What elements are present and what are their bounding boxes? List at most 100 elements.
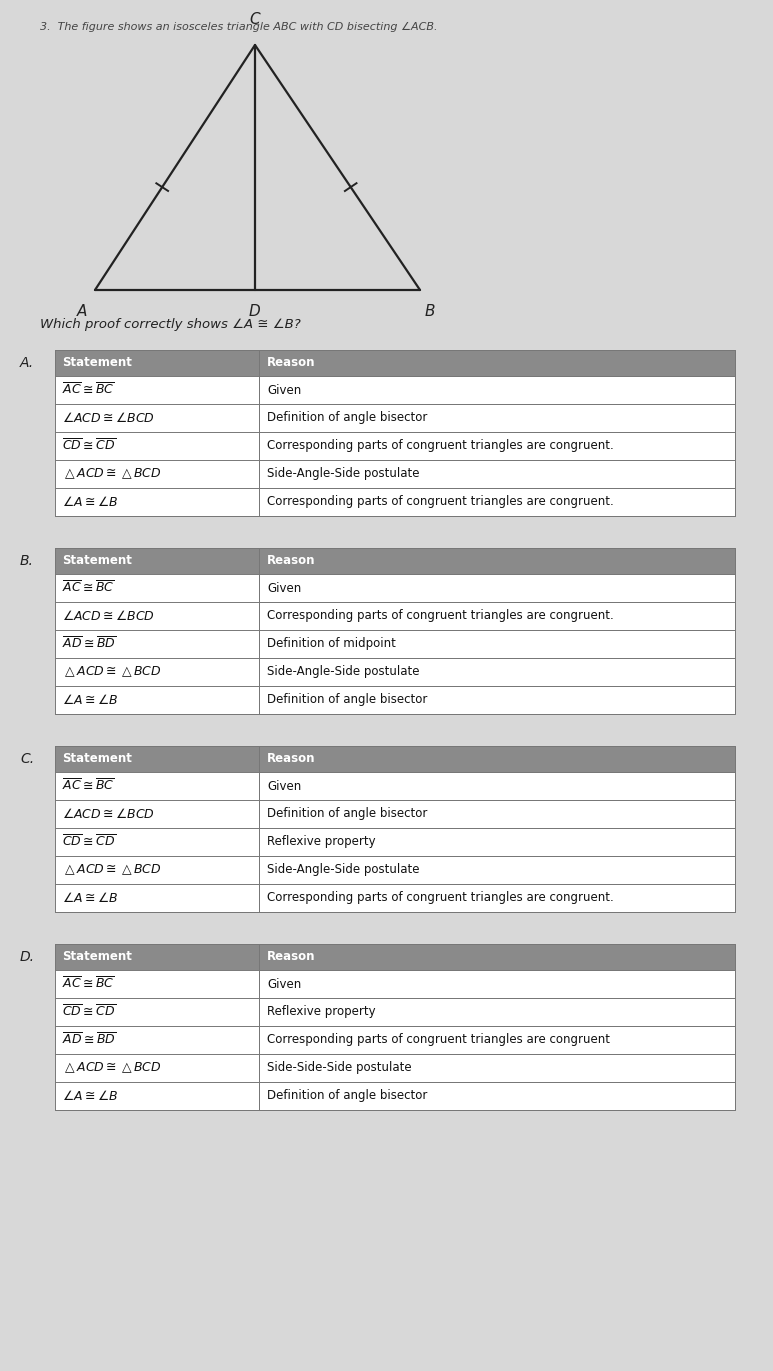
Bar bbox=[55, 686, 259, 714]
Bar bbox=[55, 376, 259, 404]
Text: Reason: Reason bbox=[267, 356, 315, 370]
Bar bbox=[55, 971, 259, 998]
Text: $\angle ACD \cong \angle BCD$: $\angle ACD \cong \angle BCD$ bbox=[62, 411, 155, 425]
Text: Definition of angle bisector: Definition of angle bisector bbox=[267, 411, 427, 425]
Bar bbox=[55, 746, 735, 912]
Text: $\triangle ACD \cong \triangle BCD$: $\triangle ACD \cong \triangle BCD$ bbox=[62, 1061, 162, 1075]
Bar bbox=[55, 1026, 259, 1054]
Text: ∠ACD ≅ ∠BCD: ∠ACD ≅ ∠BCD bbox=[62, 411, 151, 425]
Bar bbox=[259, 1054, 735, 1082]
Bar bbox=[55, 376, 259, 404]
Text: C: C bbox=[249, 12, 260, 27]
Text: $\angle A \cong \angle B$: $\angle A \cong \angle B$ bbox=[62, 891, 118, 905]
Bar bbox=[259, 1026, 735, 1054]
Text: Corresponding parts of congruent triangles are congruent.: Corresponding parts of congruent triangl… bbox=[267, 891, 614, 905]
Text: AC ≅ BC: AC ≅ BC bbox=[62, 581, 112, 595]
Text: B: B bbox=[425, 304, 435, 319]
Text: Definition of midpoint: Definition of midpoint bbox=[267, 638, 396, 650]
Bar bbox=[55, 488, 259, 515]
Text: $\angle A \cong \angle B$: $\angle A \cong \angle B$ bbox=[62, 692, 118, 707]
Text: Reason: Reason bbox=[267, 554, 315, 568]
Bar bbox=[55, 828, 259, 856]
Bar bbox=[259, 945, 735, 971]
Text: Corresponding parts of congruent triangles are congruent.: Corresponding parts of congruent triangl… bbox=[267, 495, 614, 509]
Bar bbox=[55, 998, 259, 1026]
Bar bbox=[55, 404, 259, 432]
Bar bbox=[55, 574, 259, 602]
Text: $\triangle ACD \cong \triangle BCD$: $\triangle ACD \cong \triangle BCD$ bbox=[62, 665, 162, 679]
Text: Given: Given bbox=[267, 384, 301, 396]
Text: Definition of angle bisector: Definition of angle bisector bbox=[267, 694, 427, 706]
Bar bbox=[55, 971, 259, 998]
Text: D.: D. bbox=[20, 950, 35, 964]
Bar bbox=[259, 376, 735, 404]
Text: Reason: Reason bbox=[267, 950, 315, 964]
Text: Reason: Reason bbox=[267, 753, 315, 765]
Text: Corresponding parts of congruent triangles are congruent.: Corresponding parts of congruent triangl… bbox=[267, 440, 614, 452]
Text: $\overline{AC} \cong \overline{BC}$: $\overline{AC} \cong \overline{BC}$ bbox=[62, 779, 114, 794]
Text: A.: A. bbox=[20, 356, 34, 370]
Text: AC ≅ BC: AC ≅ BC bbox=[62, 384, 112, 396]
Text: B.: B. bbox=[20, 554, 34, 568]
Text: Given: Given bbox=[267, 780, 301, 792]
Text: Definition of angle bisector: Definition of angle bisector bbox=[267, 808, 427, 820]
Text: CD ≅ CD: CD ≅ CD bbox=[62, 1005, 114, 1019]
Text: ∠ACD ≅ ∠BCD: ∠ACD ≅ ∠BCD bbox=[62, 808, 151, 820]
Bar bbox=[259, 884, 735, 912]
Bar bbox=[55, 856, 259, 884]
Bar bbox=[259, 658, 735, 686]
Bar bbox=[55, 746, 735, 912]
Bar bbox=[259, 548, 735, 574]
Text: Given: Given bbox=[267, 978, 301, 990]
Bar bbox=[259, 971, 735, 998]
Bar bbox=[55, 350, 735, 515]
Bar bbox=[55, 602, 259, 631]
Bar bbox=[259, 772, 735, 801]
Bar bbox=[55, 404, 259, 432]
Text: Reflexive property: Reflexive property bbox=[267, 835, 376, 849]
Text: ∠A ≅ ∠B: ∠A ≅ ∠B bbox=[62, 694, 117, 706]
Text: A: A bbox=[77, 304, 87, 319]
Bar bbox=[259, 350, 735, 376]
Bar bbox=[259, 432, 735, 461]
Text: C.: C. bbox=[20, 753, 34, 766]
Text: $\overline{AC} \cong \overline{BC}$: $\overline{AC} \cong \overline{BC}$ bbox=[62, 580, 114, 596]
Bar bbox=[55, 548, 735, 714]
Text: △ACD ≅ △BCD: △ACD ≅ △BCD bbox=[62, 468, 148, 480]
Text: $\overline{CD} \cong \overline{CD}$: $\overline{CD} \cong \overline{CD}$ bbox=[62, 1005, 116, 1020]
Text: Statement: Statement bbox=[62, 554, 132, 568]
Text: △ACD ≅ △BCD: △ACD ≅ △BCD bbox=[62, 1061, 148, 1075]
Bar bbox=[55, 548, 735, 714]
Text: $\angle ACD \cong \angle BCD$: $\angle ACD \cong \angle BCD$ bbox=[62, 808, 155, 821]
Bar bbox=[55, 432, 259, 461]
Bar bbox=[55, 1026, 259, 1054]
Bar bbox=[55, 998, 259, 1026]
Bar bbox=[259, 1082, 735, 1111]
Text: D: D bbox=[249, 304, 261, 319]
Bar bbox=[55, 884, 259, 912]
Text: $\overline{AD} \cong \overline{BD}$: $\overline{AD} \cong \overline{BD}$ bbox=[62, 1032, 117, 1047]
Text: CD ≅ CD: CD ≅ CD bbox=[62, 835, 114, 849]
Bar bbox=[55, 548, 259, 574]
Bar bbox=[55, 884, 259, 912]
Text: AC ≅ BC: AC ≅ BC bbox=[62, 780, 112, 792]
Text: $\overline{AC} \cong \overline{BC}$: $\overline{AC} \cong \overline{BC}$ bbox=[62, 383, 114, 398]
Text: $\angle A \cong \angle B$: $\angle A \cong \angle B$ bbox=[62, 1089, 118, 1104]
Text: $\overline{CD} \cong \overline{CD}$: $\overline{CD} \cong \overline{CD}$ bbox=[62, 439, 116, 454]
Bar bbox=[55, 1082, 259, 1111]
Text: $\angle A \cong \angle B$: $\angle A \cong \angle B$ bbox=[62, 495, 118, 509]
Bar bbox=[55, 772, 259, 801]
Bar bbox=[55, 772, 259, 801]
Bar bbox=[259, 856, 735, 884]
Bar bbox=[55, 801, 259, 828]
Bar bbox=[55, 945, 735, 1111]
Text: Side-Side-Side postulate: Side-Side-Side postulate bbox=[267, 1061, 412, 1075]
Bar bbox=[55, 432, 259, 461]
Bar bbox=[55, 1054, 259, 1082]
Bar bbox=[55, 945, 259, 971]
Text: AD ≅ BD: AD ≅ BD bbox=[62, 1034, 114, 1046]
Text: ∠A ≅ ∠B: ∠A ≅ ∠B bbox=[62, 495, 117, 509]
Bar bbox=[55, 350, 735, 515]
Text: $\overline{AC} \cong \overline{BC}$: $\overline{AC} \cong \overline{BC}$ bbox=[62, 976, 114, 991]
Text: 3.  The figure shows an isosceles triangle ABC with CD bisecting ∠ACB.: 3. The figure shows an isosceles triangl… bbox=[40, 22, 438, 32]
